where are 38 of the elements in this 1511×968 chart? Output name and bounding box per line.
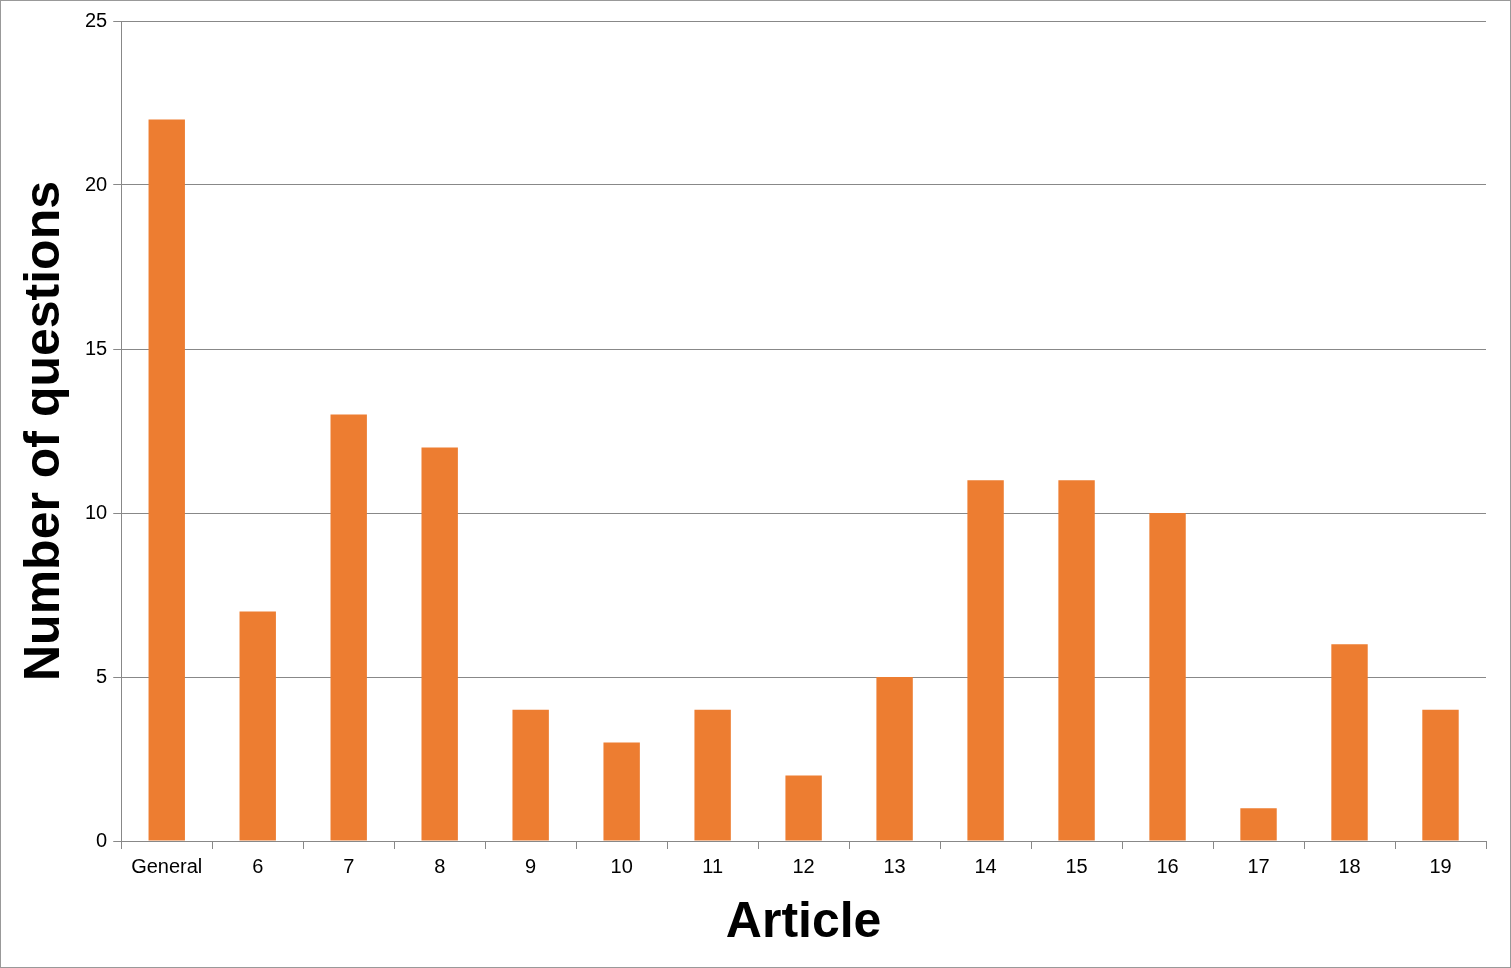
x-tick-label: 6	[252, 854, 264, 877]
y-tick-label: 20	[85, 172, 108, 195]
x-tick-label: 8	[434, 854, 446, 877]
bar	[1331, 644, 1368, 841]
y-axis-title: Number of questions	[13, 180, 70, 682]
bar	[1149, 513, 1186, 841]
bar	[330, 414, 367, 841]
y-tick-label: 5	[96, 664, 108, 687]
bar	[876, 677, 913, 841]
x-tick-label: 19	[1429, 854, 1452, 877]
bar	[967, 480, 1004, 841]
x-axis-title: Article	[725, 891, 882, 948]
x-tick-label: 11	[702, 854, 724, 877]
x-tick-label: 7	[343, 854, 355, 877]
x-tick-label: 10	[610, 854, 633, 877]
x-tick-label: 18	[1338, 854, 1361, 877]
bar	[1058, 480, 1095, 841]
bar	[1240, 808, 1277, 841]
bar	[785, 775, 822, 841]
x-tick-label: 12	[792, 854, 815, 877]
bar	[239, 611, 276, 841]
bar	[148, 119, 185, 841]
bar	[694, 709, 731, 841]
x-tick-label: 15	[1065, 854, 1088, 877]
x-tick-label: 17	[1247, 854, 1270, 877]
y-tick-label: 15	[85, 336, 108, 359]
bar	[421, 447, 458, 841]
bar	[1422, 709, 1459, 841]
bar	[603, 742, 640, 841]
y-tick-label: 10	[85, 500, 108, 523]
y-tick-label: 25	[85, 8, 108, 31]
bar	[512, 709, 549, 841]
x-tick-label: 13	[883, 854, 906, 877]
x-tick-label: 16	[1156, 854, 1179, 877]
y-tick-label: 0	[96, 828, 108, 851]
x-tick-label: General	[131, 854, 203, 877]
x-tick-label: 14	[974, 854, 997, 877]
x-tick-label: 9	[525, 854, 537, 877]
